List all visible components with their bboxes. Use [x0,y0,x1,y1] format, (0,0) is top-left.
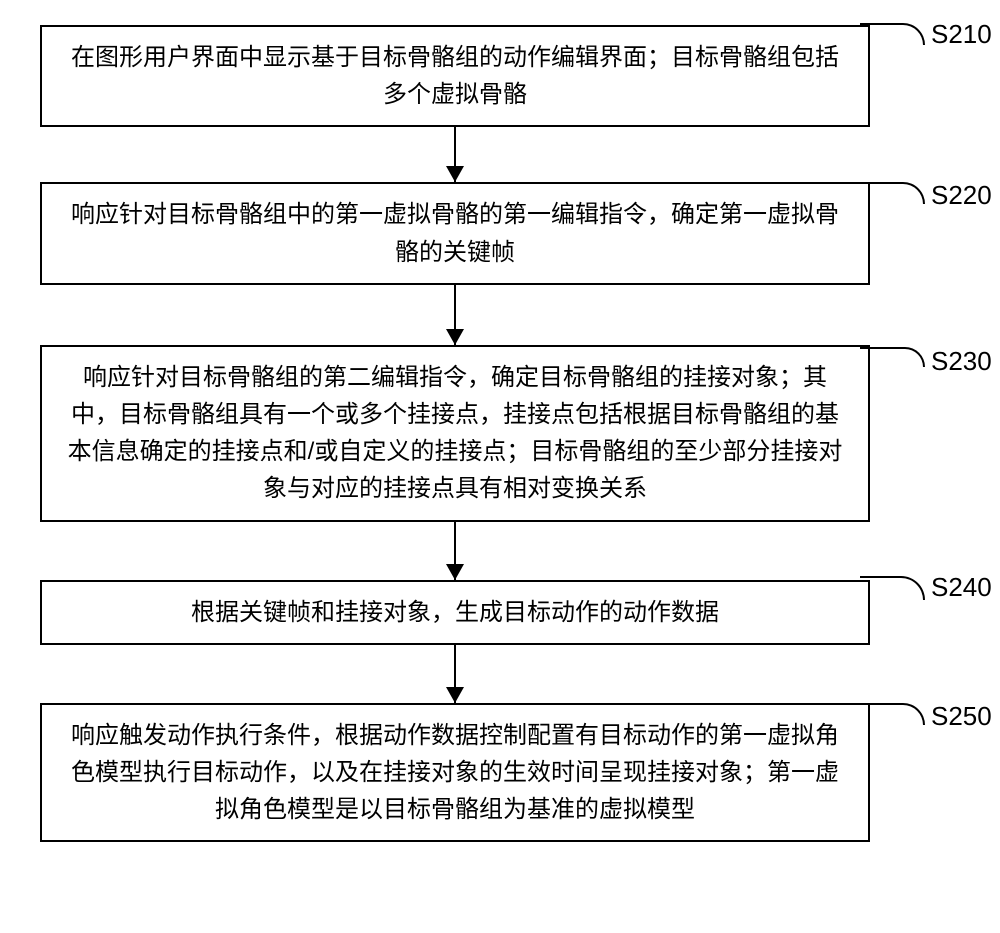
flow-step-s250: 响应触发动作执行条件，根据动作数据控制配置有目标动作的第一虚拟角色模型执行目标动… [40,703,960,843]
flow-step-s210: 在图形用户界面中显示基于目标骨骼组的动作编辑界面；目标骨骼组包括多个虚拟骨骼S2… [40,25,960,127]
arrow-down-icon [446,329,464,345]
arrow-down-icon [446,166,464,182]
flow-box-text: 响应针对目标骨骼组的第二编辑指令，确定目标骨骼组的挂接对象；其中，目标骨骼组具有… [62,359,848,508]
connector-s240 [40,645,870,703]
flow-box-s250: 响应触发动作执行条件，根据动作数据控制配置有目标动作的第一虚拟角色模型执行目标动… [40,703,870,843]
leader-line [860,23,925,45]
flowchart-container: 在图形用户界面中显示基于目标骨骼组的动作编辑界面；目标骨骼组包括多个虚拟骨骼S2… [40,25,960,842]
leader-line [860,703,925,725]
flow-box-text: 在图形用户界面中显示基于目标骨骼组的动作编辑界面；目标骨骼组包括多个虚拟骨骼 [62,39,848,113]
arrow-down-icon [446,687,464,703]
leader-line [860,182,925,204]
flow-box-s220: 响应针对目标骨骼组中的第一虚拟骨骼的第一编辑指令，确定第一虚拟骨骼的关键帧 [40,182,870,284]
flow-box-text: 响应触发动作执行条件，根据动作数据控制配置有目标动作的第一虚拟角色模型执行目标动… [62,717,848,829]
step-label-s210: S210 [931,19,992,50]
step-label-s220: S220 [931,180,992,211]
step-label-s250: S250 [931,701,992,732]
connector-s230 [40,522,870,580]
connector-s220 [40,285,870,345]
flow-box-text: 根据关键帧和挂接对象，生成目标动作的动作数据 [62,594,848,631]
step-label-s240: S240 [931,572,992,603]
flow-step-s240: 根据关键帧和挂接对象，生成目标动作的动作数据S240 [40,580,960,645]
flow-step-s220: 响应针对目标骨骼组中的第一虚拟骨骼的第一编辑指令，确定第一虚拟骨骼的关键帧S22… [40,182,960,284]
flow-box-s230: 响应针对目标骨骼组的第二编辑指令，确定目标骨骼组的挂接对象；其中，目标骨骼组具有… [40,345,870,522]
arrow-down-icon [446,564,464,580]
flow-step-s230: 响应针对目标骨骼组的第二编辑指令，确定目标骨骼组的挂接对象；其中，目标骨骼组具有… [40,345,960,522]
leader-line [860,576,925,600]
leader-line [860,347,925,367]
connector-s210 [40,127,870,182]
step-label-s230: S230 [931,346,992,377]
flow-box-s210: 在图形用户界面中显示基于目标骨骼组的动作编辑界面；目标骨骼组包括多个虚拟骨骼 [40,25,870,127]
flow-box-text: 响应针对目标骨骼组中的第一虚拟骨骼的第一编辑指令，确定第一虚拟骨骼的关键帧 [62,196,848,270]
flow-box-s240: 根据关键帧和挂接对象，生成目标动作的动作数据 [40,580,870,645]
